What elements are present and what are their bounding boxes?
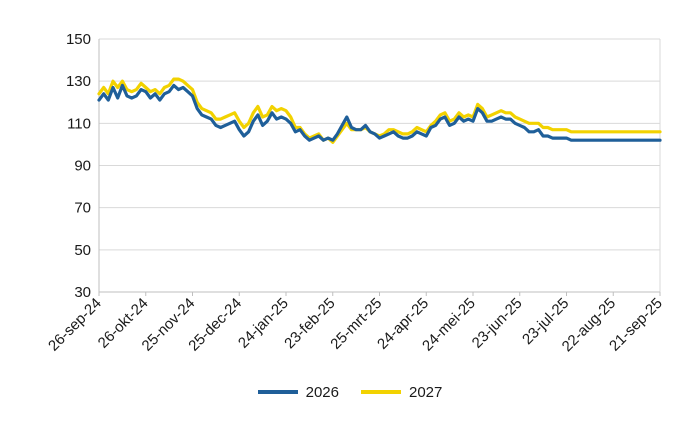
y-tick-label: 30 [74,284,91,301]
line-chart: 30 50 70 90 110 130 150 26-sep-2426-okt-2425-n… [45,31,666,355]
x-tick-label: 23-jun-25 [469,295,526,352]
legend-swatch-2027 [361,390,401,394]
axis-layer [98,39,661,296]
y-tick-labels: 30 50 70 90 110 130 150 [66,31,91,301]
y-tick-label: 110 [67,115,91,132]
y-tick-label: 150 [66,31,91,48]
x-tick-labels: 26-sep-2426-okt-2425-nov-2425-dec-2424-j… [45,295,666,355]
y-tick-label: 130 [66,73,91,90]
series-line-2026 [97,83,662,142]
legend: 2026 2027 [0,380,700,404]
legend-swatch-2026 [257,390,298,394]
legend-label-2027: 2027 [409,383,443,401]
y-tick-label: 90 [74,158,91,175]
series-layer [97,77,662,144]
legend-item-2027: 2027 [361,384,442,401]
legend-label-2026: 2026 [305,383,339,401]
y-tick-label: 70 [74,200,91,217]
legend-item-2026: 2026 [257,383,339,401]
y-tick-label: 50 [74,242,91,259]
grid-layer [99,38,660,293]
x-tick-label: 26-sep-24 [45,295,105,355]
